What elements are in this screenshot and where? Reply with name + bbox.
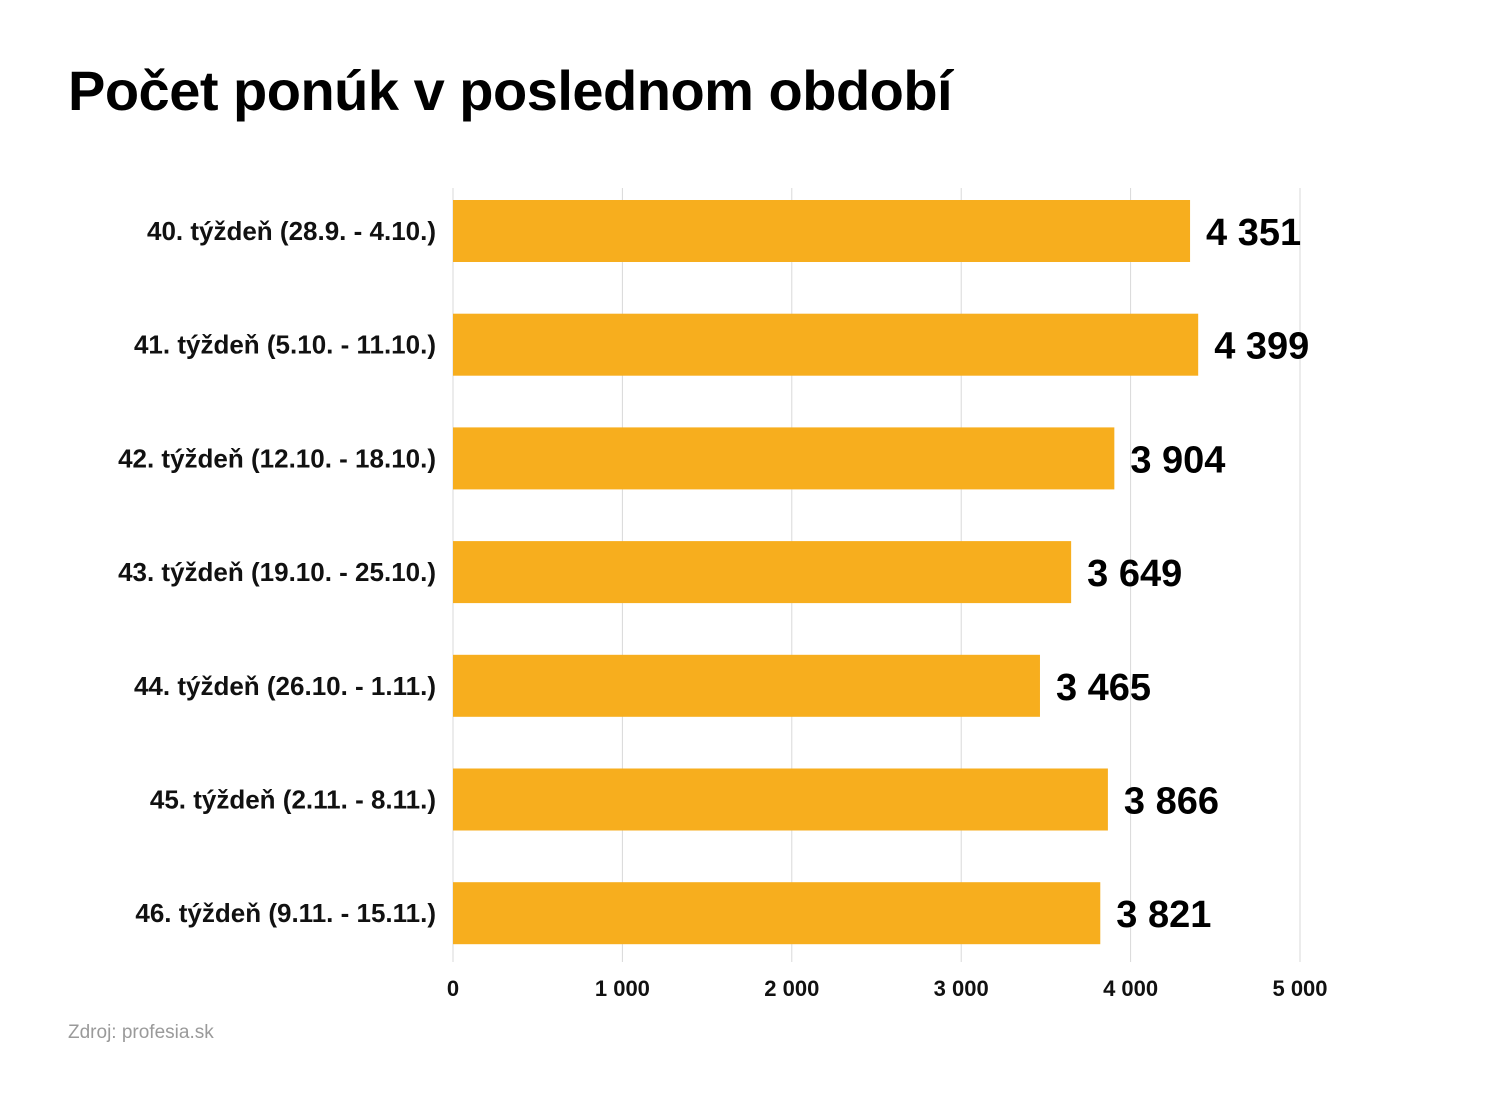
bar [453, 654, 1040, 717]
category-label: 44. týždeň (26.10. - 1.11.) [134, 671, 436, 701]
value-label: 4 351 [1206, 212, 1301, 254]
bar [453, 313, 1199, 376]
category-labels: 40. týždeň (28.9. - 4.10.) 41. týždeň (5.… [118, 216, 436, 928]
x-tick-label: 5 000 [1272, 976, 1327, 1001]
value-label: 3 904 [1130, 439, 1225, 481]
bar [453, 200, 1191, 262]
x-tick-label: 3 000 [934, 976, 989, 1001]
bar [453, 768, 1108, 831]
value-labels: 4 351 4 399 3 904 3 649 3 465 3 866 3 821 [1056, 212, 1309, 936]
bars [453, 200, 1199, 945]
bar [453, 882, 1101, 945]
value-label: 3 465 [1056, 667, 1151, 709]
value-label: 3 649 [1087, 553, 1182, 595]
x-tick-label: 1 000 [595, 976, 650, 1001]
x-tick-label: 0 [447, 976, 459, 1001]
source-note: Zdroj: profesia.sk [68, 1022, 214, 1043]
category-label: 41. týždeň (5.10. - 11.10.) [134, 330, 436, 360]
value-label: 3 821 [1116, 894, 1211, 936]
value-label: 3 866 [1124, 781, 1219, 823]
category-label: 43. týždeň (19.10. - 25.10.) [118, 557, 436, 587]
x-tick-label: 2 000 [764, 976, 819, 1001]
category-label: 46. týždeň (9.11. - 15.11.) [135, 898, 436, 928]
x-axis-ticks: 0 1 000 2 000 3 000 4 000 5 000 [447, 976, 1328, 1001]
category-label: 42. týždeň (12.10. - 18.10.) [118, 443, 436, 473]
bar [453, 427, 1115, 490]
x-tick-label: 4 000 [1103, 976, 1158, 1001]
category-label: 40. týždeň (28.9. - 4.10.) [147, 216, 436, 246]
bar [453, 541, 1072, 604]
chart-title: Počet ponúk v poslednom období [68, 59, 953, 122]
value-label: 4 399 [1214, 326, 1309, 368]
category-label: 45. týždeň (2.11. - 8.11.) [150, 785, 436, 815]
